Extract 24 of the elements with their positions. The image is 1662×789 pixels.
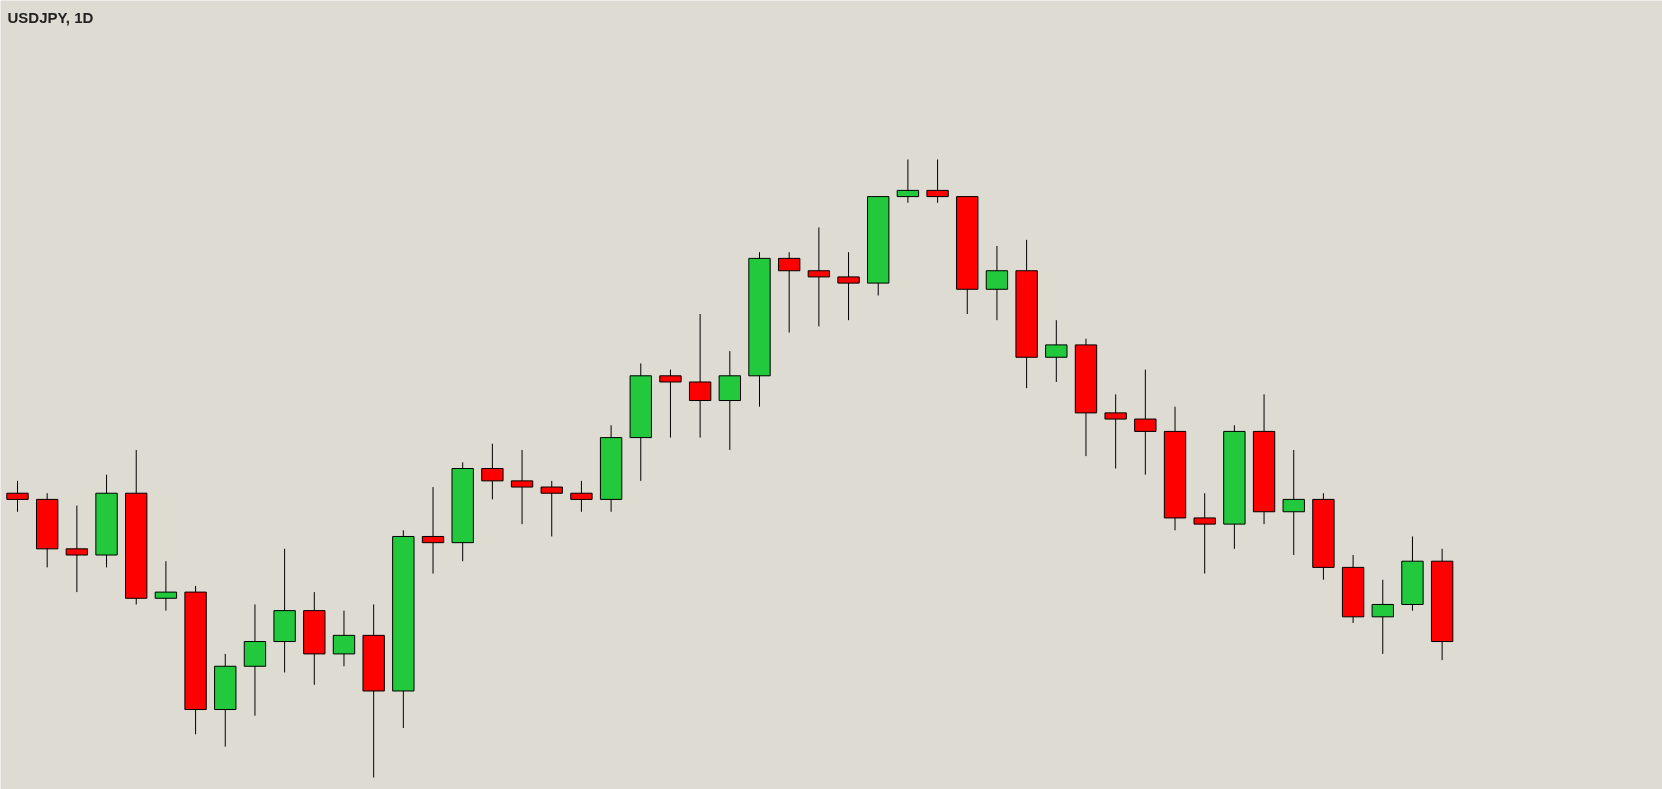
candlestick	[1282, 449, 1305, 556]
candlestick	[154, 560, 178, 612]
candlestick	[332, 610, 356, 667]
candlestick	[1371, 579, 1394, 655]
chart-title: USDJPY, 1D	[7, 8, 94, 26]
candlestick	[778, 251, 801, 334]
candlestick	[896, 159, 920, 204]
candlestick	[985, 245, 1009, 321]
candlestick	[421, 486, 445, 575]
candlestick	[837, 251, 860, 321]
candlestick	[6, 480, 29, 513]
candlestick	[1193, 492, 1216, 575]
candlestick	[570, 480, 593, 513]
candlestick	[1134, 369, 1157, 476]
candlestick	[65, 505, 89, 593]
candlestick	[659, 369, 682, 439]
candlestick	[926, 159, 949, 204]
candlestick	[1045, 319, 1068, 383]
candlestick	[540, 480, 563, 537]
candlestick	[510, 449, 534, 525]
candlestick	[1104, 393, 1127, 469]
candlestick	[688, 313, 712, 439]
candlestick	[807, 226, 831, 327]
candlestick	[481, 443, 504, 500]
